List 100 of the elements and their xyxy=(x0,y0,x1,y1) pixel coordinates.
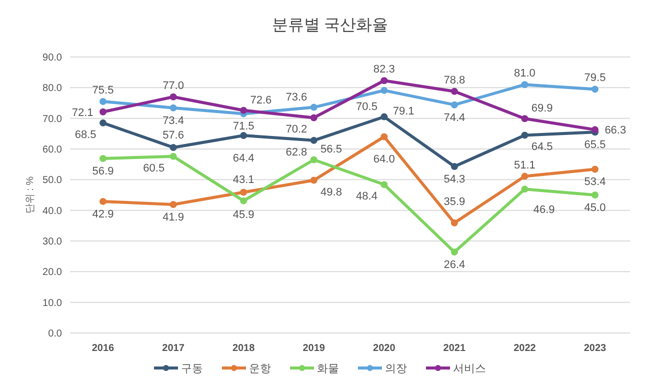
data-label: 64.5 xyxy=(531,141,553,154)
point xyxy=(170,144,177,151)
point xyxy=(592,166,598,173)
data-label: 26.4 xyxy=(444,259,466,272)
data-label: 81.0 xyxy=(514,68,536,80)
point xyxy=(240,106,248,114)
data-label: 53.4 xyxy=(584,176,606,188)
legend-label: 화물 xyxy=(317,363,339,375)
point xyxy=(310,114,318,122)
data-label: 75.5 xyxy=(92,84,114,96)
y-tick-label: 90.0 xyxy=(42,52,62,64)
point xyxy=(170,152,177,160)
x-tick-label: 2016 xyxy=(92,343,115,354)
y-tick-label: 30.0 xyxy=(42,236,62,248)
data-label: 48.4 xyxy=(356,190,378,203)
data-label: 79.5 xyxy=(584,72,606,84)
x-tick-label: 2021 xyxy=(443,343,466,354)
data-label: 79.1 xyxy=(392,105,414,118)
data-label: 43.1 xyxy=(232,174,254,186)
point xyxy=(450,162,458,170)
point xyxy=(170,201,177,208)
point xyxy=(100,198,106,205)
data-label: 73.6 xyxy=(286,91,308,104)
point xyxy=(450,101,458,108)
x-tick-label: 2017 xyxy=(162,343,185,354)
data-label: 45.9 xyxy=(232,209,254,222)
point xyxy=(100,155,106,162)
point xyxy=(310,104,318,111)
y-tick-label: 20.0 xyxy=(42,267,62,278)
legend-label: 의장 xyxy=(385,363,407,375)
data-label: 74.4 xyxy=(444,112,466,124)
y-tick-label: 40.0 xyxy=(42,206,62,217)
data-label: 56.5 xyxy=(320,144,342,156)
point xyxy=(240,188,248,196)
point xyxy=(592,192,598,198)
data-label: 64.0 xyxy=(373,154,395,166)
point xyxy=(380,86,388,94)
point xyxy=(521,81,528,88)
x-tick-label: 2020 xyxy=(373,343,396,354)
y-tick-label: 50.0 xyxy=(42,175,62,186)
point xyxy=(240,132,248,140)
point xyxy=(592,86,598,93)
legend-label: 운항 xyxy=(249,363,271,375)
data-label: 42.9 xyxy=(92,208,114,220)
data-label: 82.3 xyxy=(373,64,395,76)
point xyxy=(310,176,318,184)
point xyxy=(380,77,388,84)
data-label: 72.1 xyxy=(72,106,94,119)
legend-label: 서비스 xyxy=(453,363,486,375)
data-label: 46.9 xyxy=(533,204,555,216)
point xyxy=(380,133,388,140)
point xyxy=(240,197,248,204)
data-label: 70.5 xyxy=(356,100,378,113)
point xyxy=(170,104,177,112)
y-tick-label: 80.0 xyxy=(42,83,62,94)
y-tick-label: 0.0 xyxy=(48,328,62,340)
data-label: 73.4 xyxy=(162,114,184,127)
y-tick-label: 70.0 xyxy=(42,114,62,125)
data-label: 62.8 xyxy=(286,146,308,158)
point xyxy=(592,126,598,134)
data-label: 64.4 xyxy=(232,152,254,165)
data-label: 49.8 xyxy=(320,186,342,198)
point xyxy=(521,115,528,122)
x-tick-label: 2022 xyxy=(514,343,536,354)
data-label: 45.0 xyxy=(584,202,606,214)
point xyxy=(100,108,106,116)
x-tick-label: 2019 xyxy=(302,343,326,354)
chart-title: 분류별 국산화율 xyxy=(272,17,388,34)
point xyxy=(450,248,458,256)
data-label: 57.6 xyxy=(162,129,184,142)
point xyxy=(310,136,318,144)
data-label: 78.8 xyxy=(444,74,466,86)
point xyxy=(380,113,388,120)
data-label: 41.9 xyxy=(162,212,184,224)
data-label: 54.3 xyxy=(444,173,466,186)
point xyxy=(170,93,177,100)
data-label: 66.3 xyxy=(604,124,626,137)
data-label: 71.5 xyxy=(232,120,254,133)
data-label: 35.9 xyxy=(444,196,466,208)
point xyxy=(310,156,318,164)
data-label: 56.9 xyxy=(92,166,114,178)
x-tick-label: 2023 xyxy=(584,343,607,354)
data-label: 72.6 xyxy=(250,94,272,106)
legend-label: 구동 xyxy=(181,363,203,375)
point xyxy=(521,186,528,193)
data-label: 77.0 xyxy=(162,80,184,92)
point xyxy=(380,181,388,188)
data-label: 69.9 xyxy=(531,102,553,115)
y-tick-label: 60.0 xyxy=(42,144,62,156)
x-tick-label: 2018 xyxy=(232,343,256,354)
y-tick-label: 10.0 xyxy=(42,298,62,309)
point xyxy=(450,88,458,95)
data-label: 51.1 xyxy=(514,159,536,172)
point xyxy=(521,172,528,180)
point xyxy=(521,132,528,139)
point xyxy=(100,98,106,105)
y-axis-title: 단위 : % xyxy=(25,176,36,214)
data-label: 68.5 xyxy=(74,128,96,141)
point xyxy=(100,119,106,126)
data-label: 70.2 xyxy=(286,124,308,136)
